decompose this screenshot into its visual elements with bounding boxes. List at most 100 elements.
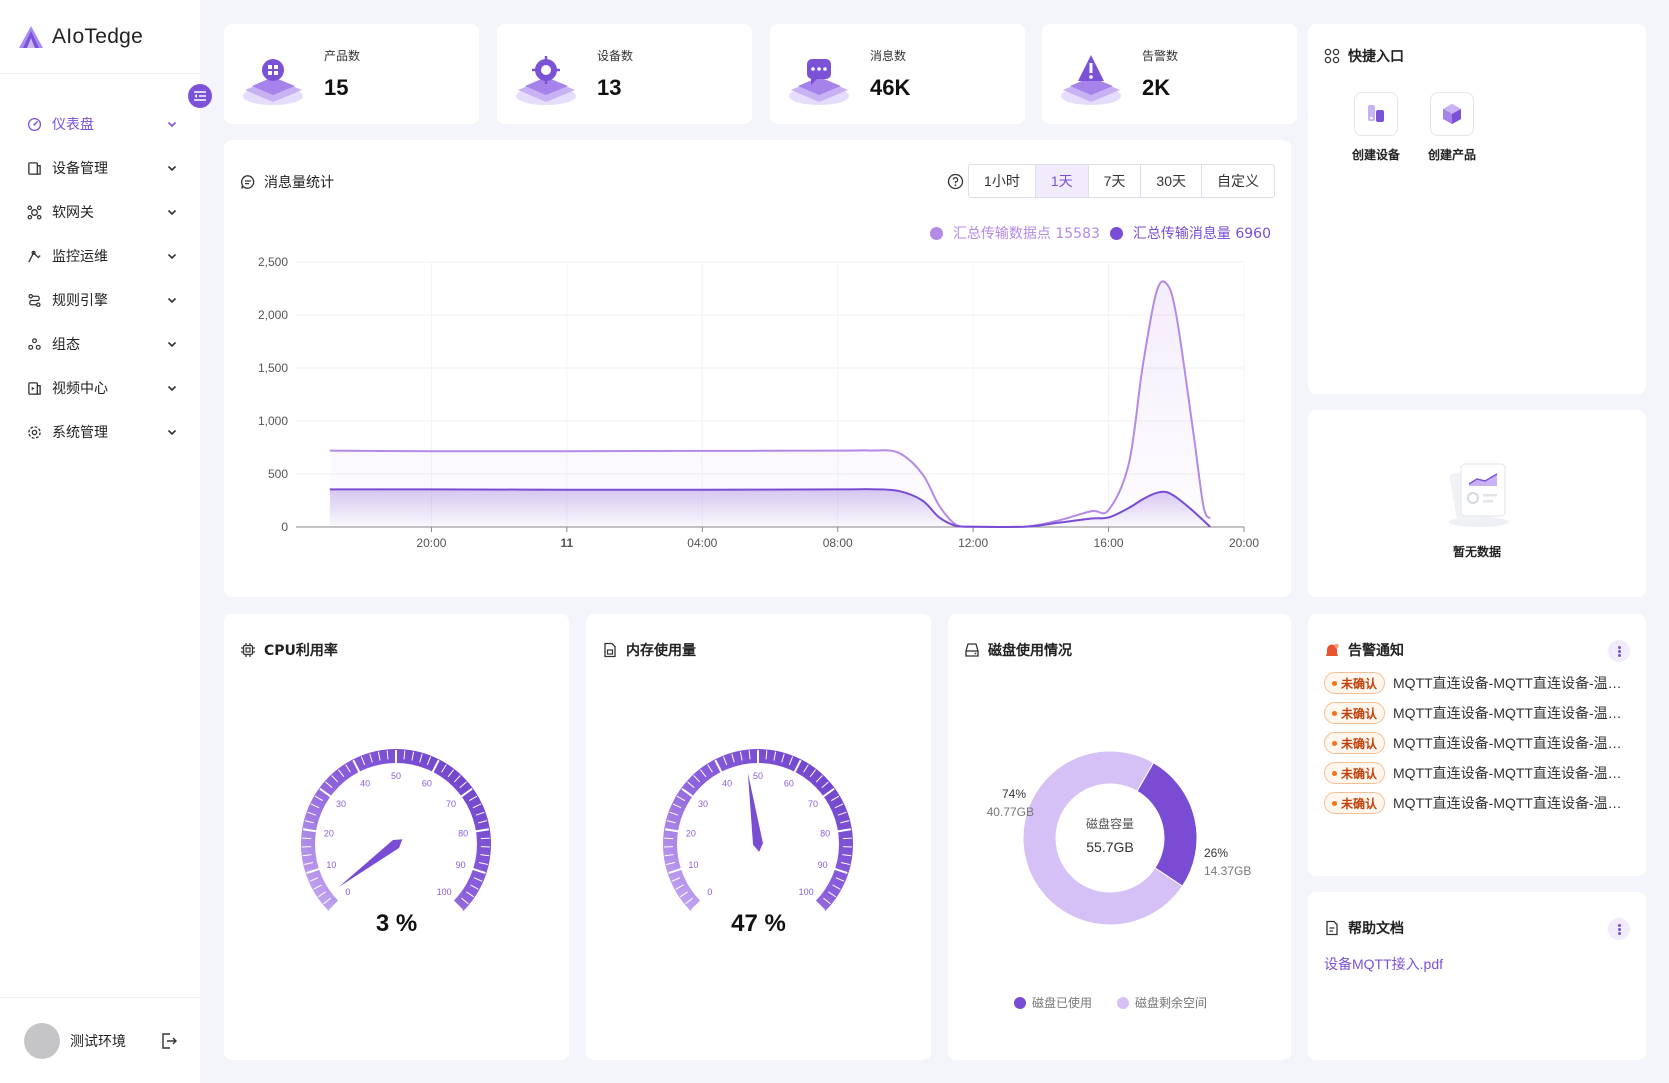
legend-label: 汇总传输数据点 15583	[952, 226, 1100, 242]
status-badge: 未确认	[1324, 702, 1386, 724]
gauge-tick-label: 20	[324, 828, 334, 838]
cpu-card: CPU利用率 0 10 20 30 40 50 60 70 80 90 100 3 %	[224, 614, 569, 1060]
menu-fold-icon	[194, 91, 206, 101]
sidebar-item-video[interactable]: 视频中心	[0, 366, 200, 410]
stat-card-devices[interactable]: 设备数 13	[497, 24, 752, 124]
doc-link[interactable]: 设备MQTT接入.pdf	[1324, 956, 1444, 972]
gauge-tick	[441, 764, 447, 773]
tab-30-days[interactable]: 30天	[1140, 165, 1201, 197]
app-name: AIoTedge	[52, 24, 144, 48]
sidebar-item-settings[interactable]: 系统管理	[0, 410, 200, 454]
cpu-value: 3 %	[375, 910, 418, 937]
sidebar-item-config[interactable]: 组态	[0, 322, 200, 366]
stat-card-alerts[interactable]: 告警数 2K	[1042, 24, 1297, 124]
tab-1-day[interactable]: 1天	[1034, 165, 1088, 197]
chevron-down-icon	[167, 121, 177, 128]
device-icon	[26, 160, 42, 176]
alert-text: MQTT直连设备-MQTT直连设备-温度过高	[1393, 675, 1630, 691]
empty-text: 暂无数据	[1452, 545, 1501, 559]
alert-more-button[interactable]	[1608, 640, 1630, 662]
alert-item[interactable]: 未确认 MQTT直连设备-MQTT直连设备-温度过高	[1324, 758, 1630, 788]
create-product-button[interactable]: 创建产品	[1414, 92, 1490, 163]
dashboard-icon	[26, 116, 42, 132]
status-badge: 未确认	[1324, 792, 1386, 814]
tab-7-days[interactable]: 7天	[1087, 165, 1141, 197]
x-tick-label: 08:00	[823, 536, 853, 550]
gauge-tick	[687, 781, 695, 789]
avatar[interactable]	[24, 1022, 60, 1059]
memory-card: 内存使用量 0 10 20 30 40 50 60 70 80 90 100 47 %	[586, 614, 931, 1060]
tab-1-hour[interactable]: 1小时	[969, 165, 1035, 197]
gauge-tick-label: 80	[458, 828, 468, 838]
message-chart: 2,500 2,000 1,500 1,000 500 0 20:00 11 04:00 08:0…	[258, 255, 1259, 550]
tab-custom[interactable]: 自定义	[1201, 165, 1274, 197]
used-percent-label: 26%	[1204, 846, 1228, 860]
time-range-selector: 1小时 1天 7天 30天 自定义	[947, 164, 1275, 198]
gauge-tick	[447, 769, 455, 778]
docs-more-button[interactable]	[1608, 918, 1630, 940]
legend-dot	[929, 226, 943, 240]
sidebar-item-label: 设备管理	[52, 161, 108, 177]
y-tick-label: 2,000	[258, 308, 288, 322]
alert-list: 未确认 MQTT直连设备-MQTT直连设备-温度过高 未确认 MQTT直连设备-…	[1324, 668, 1630, 818]
gauge-tick	[731, 753, 735, 763]
gauge-tick	[459, 781, 467, 789]
stat-card-messages[interactable]: 消息数 46K	[770, 24, 1025, 124]
empty-data-icon	[1449, 463, 1509, 527]
gauge-tick	[842, 854, 852, 857]
brand[interactable]: AIoTedge	[0, 0, 200, 74]
alert-item[interactable]: 未确认 MQTT直连设备-MQTT直连设备-温度过高	[1324, 788, 1630, 818]
help-icon[interactable]	[947, 173, 964, 190]
gauge-tick	[672, 803, 682, 809]
gateway-icon	[26, 204, 42, 220]
sidebar-collapse-button[interactable]	[188, 84, 212, 108]
sidebar-item-rules[interactable]: 规则引擎	[0, 278, 200, 322]
stat-label: 产品数	[324, 49, 361, 63]
sidebar-item-label: 视频中心	[52, 381, 108, 397]
x-tick-label: 04:00	[687, 536, 717, 550]
gauge-tick	[671, 877, 681, 882]
gauge-needle	[747, 772, 763, 852]
logout-icon[interactable]	[160, 1032, 178, 1050]
sidebar-item-label: 规则引擎	[52, 293, 108, 309]
alert-text: MQTT直连设备-MQTT直连设备-温度过高	[1393, 735, 1630, 751]
stat-label: 消息数	[870, 49, 907, 63]
alert-item[interactable]: 未确认 MQTT直连设备-MQTT直连设备-温度过高	[1324, 668, 1630, 698]
sidebar-item-dashboard[interactable]: 仪表盘	[0, 102, 200, 146]
help-docs-card: 帮助文档 设备MQTT接入.pdf	[1308, 892, 1646, 1060]
gauge-tick	[314, 795, 324, 802]
gauge-tick	[830, 795, 840, 802]
alert-item[interactable]: 未确认 MQTT直连设备-MQTT直连设备-温度过高	[1324, 698, 1630, 728]
create-device-button[interactable]: 创建设备	[1338, 92, 1414, 163]
gauge-tick	[426, 756, 432, 766]
legend-item-messages[interactable]: 汇总传输消息量 6960	[1109, 223, 1271, 243]
alert-text: MQTT直连设备-MQTT直连设备-温度过高	[1393, 705, 1630, 721]
gauge-tick	[337, 769, 345, 778]
disk-icon	[965, 643, 979, 657]
gauge-tick	[836, 828, 851, 833]
product-icon	[243, 59, 303, 105]
quick-entry-label: 创建设备	[1351, 148, 1400, 162]
chat-icon	[241, 175, 255, 189]
quick-entry-label: 创建产品	[1427, 148, 1476, 162]
legend-item-datapoints[interactable]: 汇总传输数据点 15583	[929, 223, 1100, 243]
gauge-tick-label: 30	[698, 799, 708, 809]
memory-icon	[604, 642, 616, 658]
help-docs-title: 帮助文档	[1324, 918, 1404, 938]
stat-card-products[interactable]: 产品数 15	[224, 24, 479, 124]
gauge-tick	[664, 854, 674, 857]
gauge-tick	[475, 811, 485, 816]
alert-notice-card: 告警通知 未确认 MQTT直连设备-MQTT直连设备-温度过高 未确认 MQTT…	[1308, 614, 1646, 876]
sidebar-item-devices[interactable]: 设备管理	[0, 146, 200, 190]
gauge-tick	[840, 820, 850, 824]
gauge-tick	[306, 867, 321, 874]
message-stats-title: 消息量统计	[240, 172, 334, 192]
sidebar-item-monitor[interactable]: 监控运维	[0, 234, 200, 278]
sidebar-item-gateway[interactable]: 软网关	[0, 190, 200, 234]
disk-used-slice	[1136, 761, 1198, 887]
alert-item[interactable]: 未确认 MQTT直连设备-MQTT直连设备-温度过高	[1324, 728, 1630, 758]
gauge-tick	[813, 899, 826, 912]
gauge-tick	[451, 899, 464, 912]
gauge-tick	[403, 750, 406, 760]
gauge-tick	[699, 769, 707, 778]
